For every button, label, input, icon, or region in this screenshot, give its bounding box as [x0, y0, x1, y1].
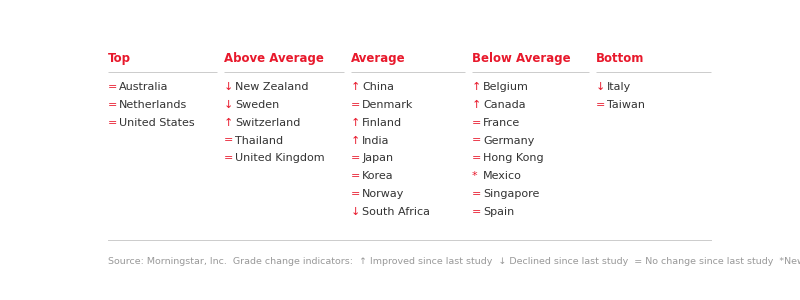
Text: Below Average: Below Average	[472, 52, 570, 65]
Text: =: =	[351, 153, 361, 163]
Text: ↓: ↓	[351, 207, 361, 217]
Text: Top: Top	[108, 52, 131, 65]
Text: ↑: ↑	[472, 100, 482, 110]
Text: Hong Kong: Hong Kong	[483, 153, 544, 163]
Text: Japan: Japan	[362, 153, 394, 163]
Text: Taiwan: Taiwan	[607, 100, 645, 110]
Text: =: =	[596, 100, 606, 110]
Text: France: France	[483, 118, 521, 128]
Text: Above Average: Above Average	[224, 52, 324, 65]
Text: Australia: Australia	[119, 82, 169, 92]
Text: India: India	[362, 136, 390, 146]
Text: ↓: ↓	[224, 100, 234, 110]
Text: Average: Average	[351, 52, 406, 65]
Text: =: =	[351, 189, 361, 199]
Text: Netherlands: Netherlands	[119, 100, 187, 110]
Text: =: =	[472, 153, 482, 163]
Text: Finland: Finland	[362, 118, 402, 128]
Text: =: =	[108, 100, 118, 110]
Text: Singapore: Singapore	[483, 189, 539, 199]
Text: =: =	[224, 136, 234, 146]
Text: =: =	[472, 136, 482, 146]
Text: ↑: ↑	[351, 118, 361, 128]
Text: New Zealand: New Zealand	[235, 82, 309, 92]
Text: =: =	[108, 118, 118, 128]
Text: =: =	[351, 171, 361, 181]
Text: Canada: Canada	[483, 100, 526, 110]
Text: Sweden: Sweden	[235, 100, 279, 110]
Text: Switzerland: Switzerland	[235, 118, 301, 128]
Text: South Africa: South Africa	[362, 207, 430, 217]
Text: China: China	[362, 82, 394, 92]
Text: Mexico: Mexico	[483, 171, 522, 181]
Text: =: =	[351, 100, 361, 110]
Text: ↓: ↓	[596, 82, 606, 92]
Text: =: =	[108, 82, 118, 92]
Text: Thailand: Thailand	[235, 136, 283, 146]
Text: =: =	[472, 189, 482, 199]
Text: United States: United States	[119, 118, 195, 128]
Text: Norway: Norway	[362, 189, 405, 199]
Text: ↑: ↑	[351, 136, 361, 146]
Text: ↑: ↑	[224, 118, 234, 128]
Text: Denmark: Denmark	[362, 100, 414, 110]
Text: Belgium: Belgium	[483, 82, 529, 92]
Text: ↓: ↓	[224, 82, 234, 92]
Text: ↑: ↑	[472, 82, 482, 92]
Text: Source: Morningstar, Inc.  Grade change indicators:  ↑ Improved since last study: Source: Morningstar, Inc. Grade change i…	[108, 256, 800, 266]
Text: Bottom: Bottom	[596, 52, 644, 65]
Text: =: =	[224, 153, 234, 163]
Text: =: =	[472, 207, 482, 217]
Text: =: =	[472, 118, 482, 128]
Text: Spain: Spain	[483, 207, 514, 217]
Text: Italy: Italy	[607, 82, 631, 92]
Text: United Kingdom: United Kingdom	[235, 153, 325, 163]
Text: *: *	[472, 171, 478, 181]
Text: ↑: ↑	[351, 82, 361, 92]
Text: Germany: Germany	[483, 136, 534, 146]
Text: Korea: Korea	[362, 171, 394, 181]
